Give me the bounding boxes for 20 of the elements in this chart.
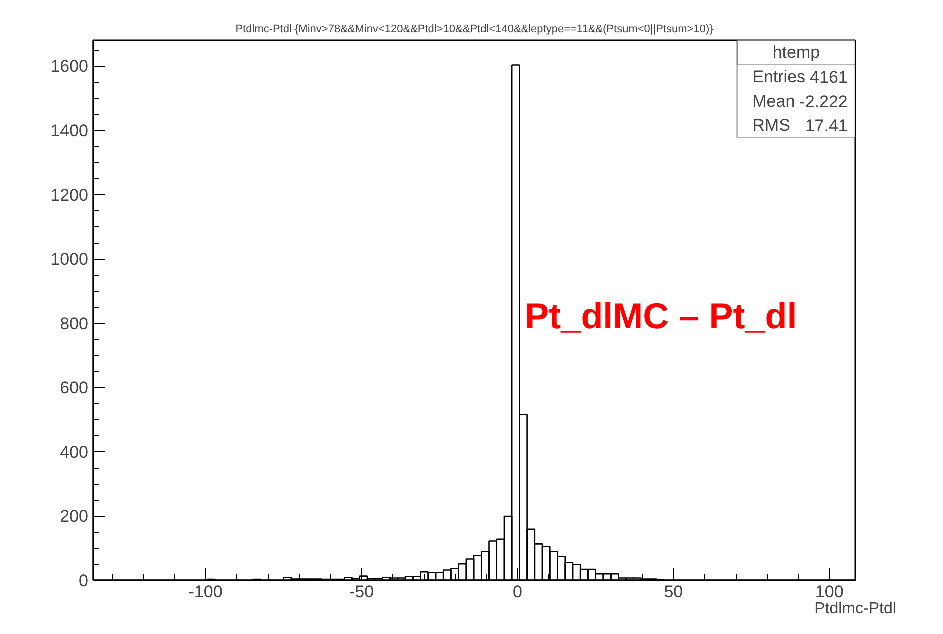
annotation: Entries 4161 [752,67,848,87]
y-tick-label: 1000 [50,250,89,270]
chart-title: Ptdlmc-Ptdl {Minv>78&&Minv<120&&Ptdl>10&&Ptdl<140&&leptype==11&&(Ptsum<0||Ptsum>10)} [236,24,714,36]
annotation: Pt_dlMC – Pt_dl [525,295,798,336]
y-tick-label: 200 [60,507,89,526]
x-tick-label: 100 [815,582,844,602]
x-tick-label: 0 [512,582,522,602]
annotation: Mean -2.222 [752,92,848,112]
x-tick-label: 50 [664,582,684,602]
y-tick-label: 800 [60,314,89,334]
x-tick-label: -50 [349,582,374,602]
x-axis-title: Ptdlmc-Ptdl [814,600,896,618]
y-tick-label: 1600 [50,57,89,76]
y-tick-label: 600 [60,378,89,398]
x-tick-label: -100 [188,582,223,602]
y-tick-label: 400 [60,442,89,462]
annotation: htemp [772,43,820,62]
annotation: RMS 17.41 [752,116,848,136]
y-tick-label: 1400 [50,122,89,140]
y-tick-label: 1200 [50,186,89,205]
